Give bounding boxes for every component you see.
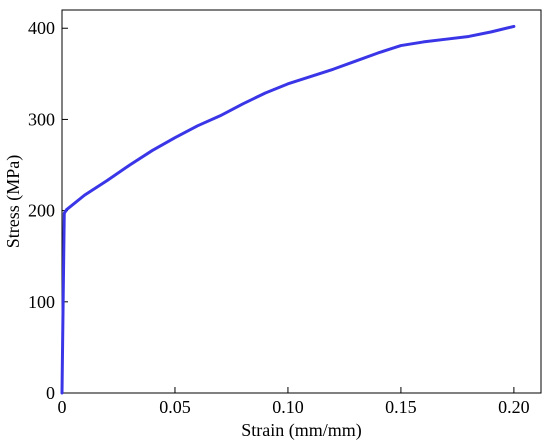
plot-area: 0 0.05 0.10 0.15 0.20 0 100 200 300 400: [28, 9, 542, 417]
x-axis-ticks: 0 0.05 0.10 0.15 0.20: [58, 387, 530, 417]
x-tick-label: 0.10: [272, 397, 304, 417]
y-tick-label: 0: [46, 383, 55, 403]
x-tick-label: 0: [58, 397, 67, 417]
plot-frame: [61, 9, 542, 394]
series-layer: [60, 24, 516, 395]
x-tick-label: 0.05: [159, 397, 191, 417]
y-tick-label: 200: [28, 201, 55, 221]
x-tick-label: 0.15: [385, 397, 417, 417]
x-axis-label: Strain (mm/mm): [241, 420, 362, 441]
y-tick-label: 100: [28, 292, 55, 312]
x-tick-label: 0.20: [498, 397, 530, 417]
y-tick-label: 400: [28, 18, 55, 38]
y-axis-ticks: 0 100 200 300 400: [28, 18, 68, 403]
y-axis-label: Stress (MPa): [3, 155, 24, 249]
y-tick-label: 300: [28, 109, 55, 129]
series-line: [60, 24, 516, 395]
